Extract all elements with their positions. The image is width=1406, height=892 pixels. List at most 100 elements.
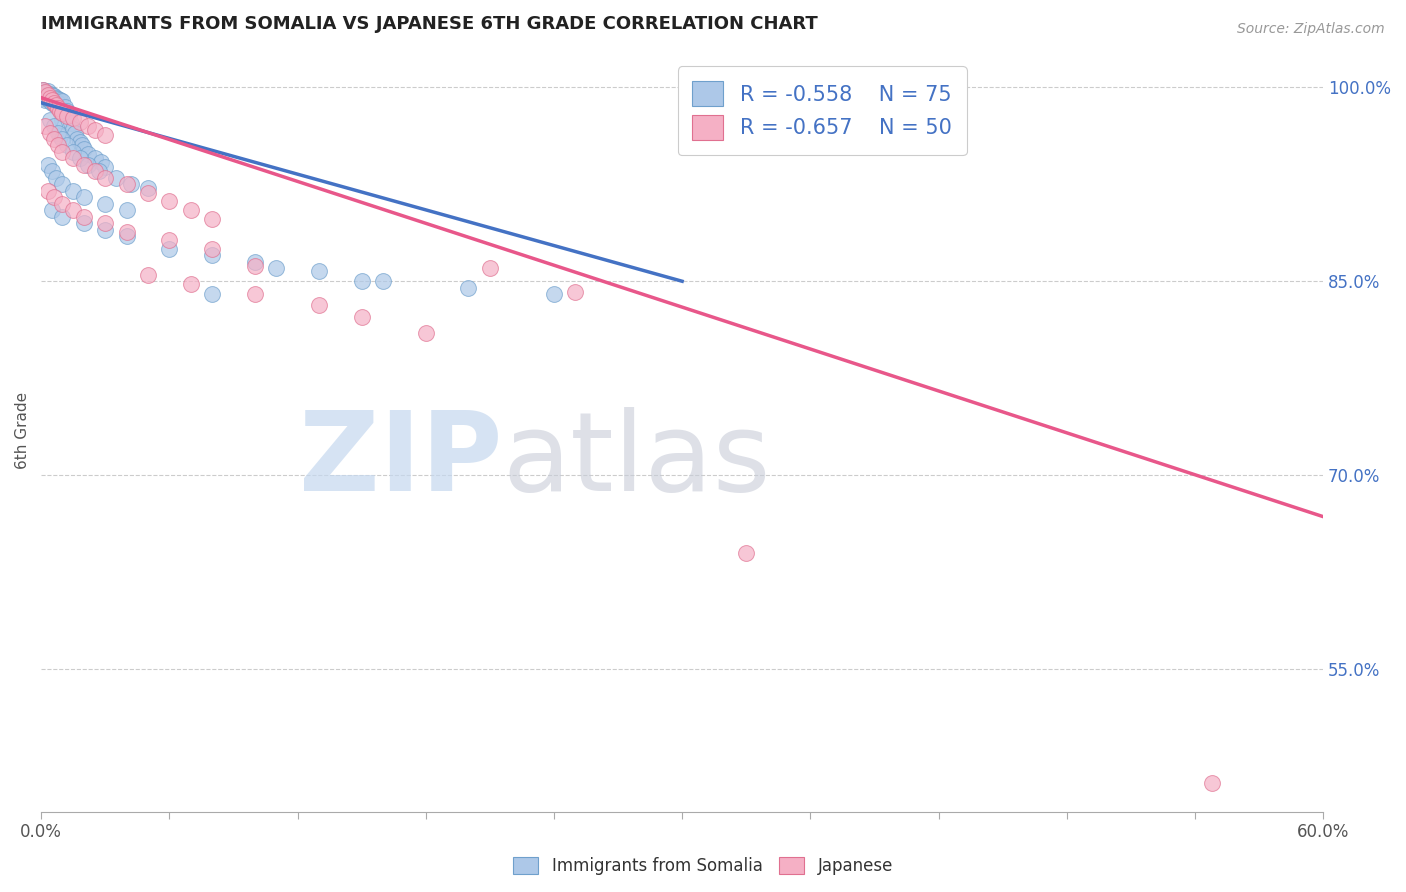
Point <box>42 95 65 110</box>
Text: IMMIGRANTS FROM SOMALIA VS JAPANESE 6TH GRADE CORRELATION CHART: IMMIGRANTS FROM SOMALIA VS JAPANESE 6TH … <box>41 15 818 33</box>
Point <box>73 158 96 172</box>
Point <box>46 95 69 110</box>
Point <box>136 268 159 282</box>
Point <box>350 310 373 325</box>
Point <box>115 225 138 239</box>
Point <box>51 178 73 192</box>
Point <box>94 196 117 211</box>
Point <box>62 112 84 126</box>
Point <box>115 178 138 192</box>
Point <box>70 138 93 153</box>
Point <box>45 98 67 112</box>
Point <box>543 287 565 301</box>
Point <box>243 287 266 301</box>
Point <box>94 161 117 175</box>
Point <box>32 90 55 104</box>
Point <box>42 97 65 112</box>
Point <box>37 88 59 103</box>
Point <box>37 84 59 98</box>
Point <box>157 194 180 208</box>
Text: Source: ZipAtlas.com: Source: ZipAtlas.com <box>1237 22 1385 37</box>
Point <box>136 186 159 201</box>
Point <box>69 152 91 166</box>
Point <box>77 147 100 161</box>
Point <box>37 158 59 172</box>
Point <box>735 546 758 560</box>
Point <box>34 93 56 107</box>
Point <box>115 203 138 218</box>
Point <box>46 126 69 140</box>
Point <box>42 190 65 204</box>
Point <box>62 145 84 159</box>
Point <box>73 210 96 224</box>
Point <box>201 287 224 301</box>
Point <box>49 129 72 144</box>
Point <box>201 248 224 262</box>
Point <box>308 297 330 311</box>
Point <box>308 264 330 278</box>
Point <box>87 164 110 178</box>
Point <box>478 261 501 276</box>
Point <box>32 87 55 101</box>
Point <box>51 196 73 211</box>
Point <box>41 92 63 106</box>
Point <box>55 109 77 123</box>
Point <box>34 119 56 133</box>
Point <box>46 92 69 106</box>
Point <box>371 274 394 288</box>
Point <box>51 112 73 127</box>
Point <box>201 212 224 227</box>
Point <box>37 88 59 103</box>
Point <box>83 123 105 137</box>
Point <box>350 274 373 288</box>
Point <box>53 100 76 114</box>
Point <box>136 181 159 195</box>
Point <box>42 132 65 146</box>
Point <box>83 152 105 166</box>
Point <box>34 86 56 100</box>
Point <box>457 281 479 295</box>
Point <box>45 95 67 109</box>
Point <box>77 119 100 133</box>
Point <box>58 109 80 123</box>
Point <box>41 95 63 110</box>
Point <box>37 92 59 106</box>
Point <box>46 101 69 115</box>
Point <box>564 285 586 299</box>
Point <box>41 164 63 178</box>
Point <box>42 119 65 133</box>
Point <box>46 138 69 153</box>
Point <box>45 90 67 104</box>
Point <box>32 83 55 97</box>
Point <box>37 184 59 198</box>
Point <box>38 126 60 140</box>
Point <box>41 203 63 218</box>
Point <box>180 203 202 218</box>
Point <box>41 88 63 103</box>
Point <box>83 164 105 178</box>
Point <box>73 190 96 204</box>
Point <box>94 170 117 185</box>
Point <box>243 259 266 273</box>
Text: atlas: atlas <box>502 407 770 514</box>
Point <box>51 132 73 146</box>
Legend: R = -0.558    N = 75, R = -0.657    N = 50: R = -0.558 N = 75, R = -0.657 N = 50 <box>678 67 966 155</box>
Point <box>38 95 60 109</box>
Point <box>51 210 73 224</box>
Point <box>243 255 266 269</box>
Point <box>180 277 202 291</box>
Point <box>51 95 73 109</box>
Point <box>90 155 112 169</box>
Point <box>55 138 77 153</box>
Point <box>34 86 56 100</box>
Point <box>62 184 84 198</box>
Point <box>77 158 100 172</box>
Point <box>38 87 60 101</box>
Point <box>94 128 117 142</box>
Point <box>49 93 72 107</box>
Point <box>38 90 60 104</box>
Point <box>94 216 117 230</box>
Point <box>120 178 142 192</box>
Point <box>73 216 96 230</box>
Point <box>55 103 77 118</box>
